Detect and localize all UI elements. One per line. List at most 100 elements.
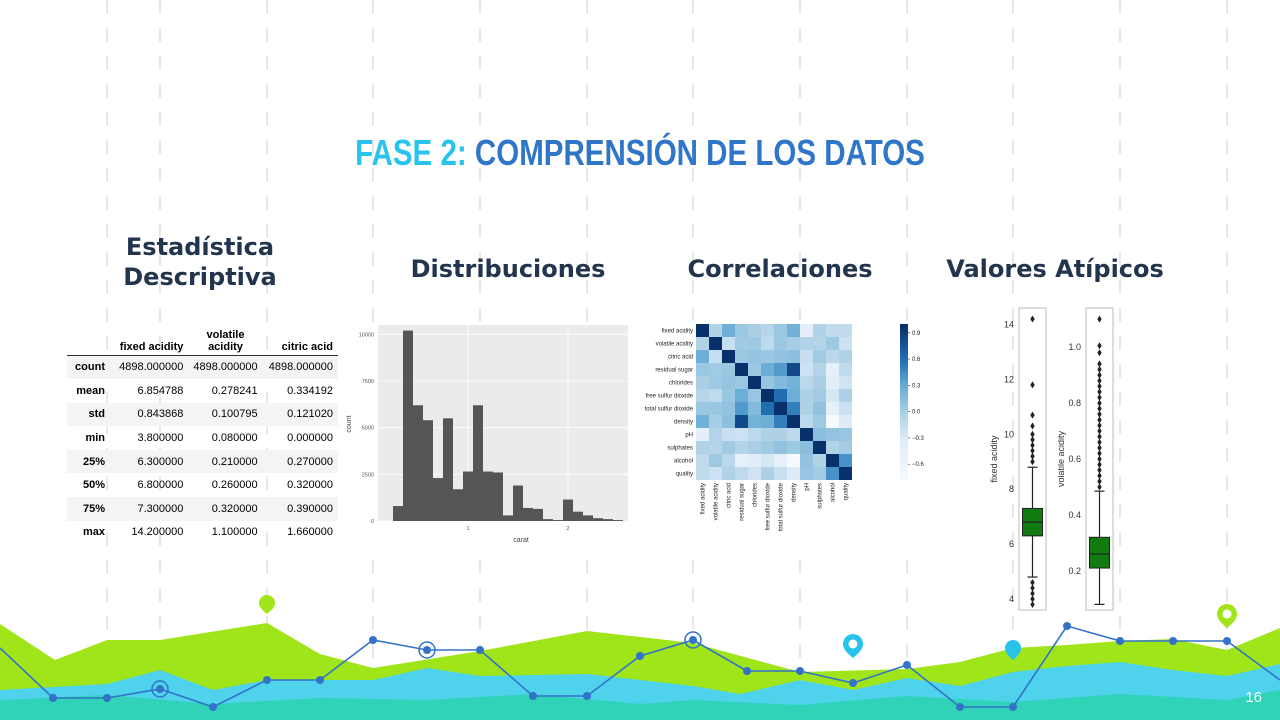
colorbar-segment [900, 460, 908, 465]
tick-label: 0.2 [1068, 566, 1081, 576]
histogram-bar [543, 519, 553, 521]
row-label: residual sugar [655, 368, 693, 374]
boxplot-volatile-acidity: 0.2 0.4 0.6 0.8 1.0 volatile acidity [1058, 307, 1114, 611]
outlier-point [1030, 452, 1035, 460]
heatmap-cell [709, 441, 722, 454]
heading-outliers: Valores Atípicos [946, 255, 1164, 283]
colorbar-segment [900, 339, 908, 344]
outlier-point [1097, 421, 1102, 429]
heatmap-cell [787, 441, 800, 454]
colorbar-tick-label: 0.9 [912, 331, 921, 337]
heatmap-cell [761, 441, 774, 454]
axis-label-y: volatile acidity [1058, 430, 1066, 487]
row-label: density [674, 420, 693, 426]
row-label: 75% [82, 502, 105, 515]
table-cell: 0.320000 [287, 479, 333, 492]
table-cell: 0.100795 [211, 408, 258, 421]
histogram-bar [583, 515, 593, 521]
heatmap-cell [722, 337, 735, 350]
heatmap-cell [813, 337, 826, 350]
heatmap-cell [826, 337, 839, 350]
heatmap-cell [748, 363, 761, 376]
histogram-bar [563, 499, 573, 521]
heatmap-cell [709, 350, 722, 363]
table-cell: 7.300000 [137, 502, 184, 515]
heatmap-cell [813, 454, 826, 467]
table-cell: 0.278241 [211, 384, 258, 397]
colorbar-segment [900, 331, 908, 337]
title-text: COMPRENSIÓN DE LOS DATOS [474, 132, 925, 173]
row-label: count [75, 361, 105, 374]
heatmap-cell [839, 428, 852, 441]
outlier-point [1097, 416, 1102, 424]
tick-label: 12 [1004, 374, 1014, 384]
table-cell: 14.200000 [131, 526, 184, 539]
heatmap-cell [826, 389, 839, 402]
colorbar-segment [900, 378, 908, 383]
colorbar-segment [900, 464, 908, 469]
heatmap-cell [800, 467, 813, 480]
heatmap-cell [800, 389, 813, 402]
tick-label: 10 [1004, 429, 1014, 439]
colorbar-tick-label: 0.3 [912, 383, 921, 389]
column-header: citric acid [281, 340, 333, 353]
table-cell: 0.270000 [287, 455, 333, 468]
tick-label: 0.4 [1068, 510, 1081, 520]
colorbar-segment [900, 429, 908, 434]
heatmap-cell [774, 337, 787, 350]
outlier-point [1097, 449, 1102, 457]
pin-icon [843, 634, 863, 658]
histogram-bar [573, 511, 583, 521]
colorbar-segment [900, 386, 908, 391]
outlier-point [1097, 360, 1102, 368]
heatmap-cell [839, 324, 852, 337]
histogram-bar [443, 418, 453, 521]
heatmap-cell [696, 363, 709, 376]
heatmap-cell [748, 402, 761, 415]
heading-correlations: Correlaciones [687, 255, 873, 283]
colorbar-segment [900, 398, 908, 403]
heatmap-cell [722, 389, 735, 402]
table-cell: 1.100000 [211, 526, 258, 539]
outlier-point [1097, 427, 1102, 435]
table-cell: 0.390000 [287, 502, 333, 515]
table-cell: 4898.000000 [193, 361, 258, 374]
heatmap-cell [722, 428, 735, 441]
column-label: alcohol [831, 483, 837, 502]
colorbar-tick-label: −0.3 [912, 436, 925, 442]
colorbar-segment [900, 472, 908, 477]
heatmap-cell [826, 324, 839, 337]
heatmap-cell [735, 376, 748, 389]
heatmap-cell [722, 441, 735, 454]
heatmap-cell [709, 454, 722, 467]
heatmap-cell [839, 389, 852, 402]
colorbar-segment [900, 425, 908, 430]
heatmap-cell [826, 402, 839, 415]
outlier-point [1030, 584, 1035, 592]
row-label: max [82, 526, 105, 539]
heatmap-cell [839, 441, 852, 454]
heatmap-cell [735, 350, 748, 363]
heatmap-cell [800, 376, 813, 389]
heatmap-cell [735, 324, 748, 337]
column-label: density [792, 483, 798, 502]
heading-descriptive-stats: Estadística Descriptiva [123, 233, 277, 291]
heatmap-cell [722, 324, 735, 337]
heatmap-cell [839, 467, 852, 480]
colorbar-segment [900, 417, 908, 422]
heatmap-cell [735, 415, 748, 428]
heatmap-cell [774, 363, 787, 376]
heatmap-cell [787, 389, 800, 402]
colorbar-segment [900, 468, 908, 473]
column-header: fixed acidity [119, 340, 184, 353]
colorbar-segment [900, 390, 908, 395]
heatmap-cell [748, 428, 761, 441]
heatmap-cell [826, 428, 839, 441]
outlier-point [1097, 399, 1102, 407]
outlier-point [1097, 483, 1102, 491]
heatmap-cell [761, 454, 774, 467]
heatmap-cell [800, 441, 813, 454]
colorbar-segment [900, 421, 908, 426]
column-label: volatile acidity [714, 483, 720, 520]
heatmap-cell [774, 467, 787, 480]
